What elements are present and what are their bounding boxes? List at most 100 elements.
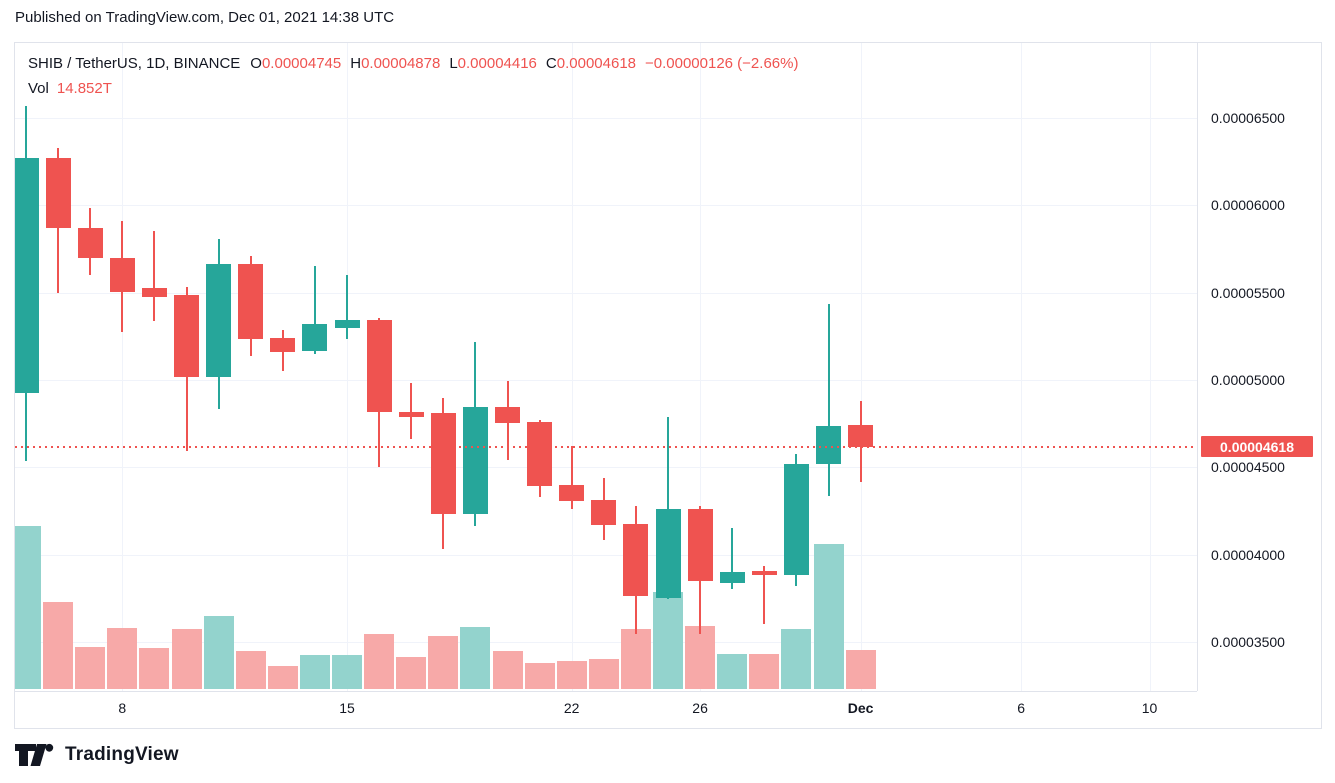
candle-body [751,571,777,576]
candle-body [15,158,39,394]
legend-line-1: SHIB / TetherUS, 1D, BINANCE O0.00004745 H… [28,51,798,76]
candle-body [848,424,874,447]
time-tick-label: 22 [563,700,580,716]
volume-bar [15,526,41,689]
volume-bar [813,544,844,689]
volume-bar [267,665,298,689]
volume-bar [653,592,683,689]
volume-bar [845,650,876,689]
published-bar: Published on TradingView.com, Dec 01, 20… [15,9,395,26]
volume-bar [139,648,170,689]
candle-body [591,500,617,526]
price-tick-label: 0.00005000 [1211,372,1285,389]
volume-bar [203,616,234,689]
candle-body [109,258,135,293]
volume-bar [107,628,138,689]
candle-wick [731,528,734,590]
ohlc-open: O0.00004745 [250,55,342,72]
current-price-line [15,445,1197,448]
footer: TradingView [15,743,179,767]
candle-body [559,485,585,502]
candle-body [398,412,424,418]
candle-body [206,264,232,378]
candle-body [687,509,713,582]
volume-bar [299,655,330,689]
gridline-vertical [860,43,862,691]
candle-wick [410,383,413,440]
legend-line-2: Vol 14.852T [28,76,798,101]
gridline-vertical [122,43,124,691]
candle-body [462,407,488,515]
volume-bar [749,654,780,689]
candle-wick [827,304,830,497]
candle-wick [667,417,669,600]
gridline-horizontal [15,118,1197,120]
gridline-vertical [571,43,573,691]
candle-body [141,288,167,298]
candle-body [495,407,520,424]
gridline-horizontal [15,205,1197,207]
volume-bar [75,647,106,689]
volume-bar [556,660,587,689]
price-pane[interactable] [15,43,1197,691]
volume-bar [620,629,651,689]
gridline-vertical [1149,43,1151,691]
candle-body [527,422,553,487]
time-tick-label: 6 [1017,700,1025,716]
time-tick-label: Dec [847,700,874,716]
tradingview-logo-icon[interactable] [15,743,54,767]
volume-bar [396,657,427,689]
volume-bar [428,636,459,689]
gridline-horizontal [15,554,1197,556]
volume-bar [524,663,555,689]
candle-body [334,320,360,329]
candle-wick [346,275,348,340]
gridline-horizontal [15,467,1197,469]
volume-bar [171,629,202,689]
price-tick-label: 0.00004000 [1211,546,1285,563]
volume-bar [685,626,716,689]
volume-bar [588,659,619,689]
candle-body [430,413,456,515]
chart-legend: SHIB / TetherUS, 1D, BINANCE O0.00004745 H… [28,51,798,101]
tradingview-brand[interactable]: TradingView [65,744,179,765]
volume-bar [460,627,491,689]
gridline-horizontal [15,642,1197,644]
volume-bar [43,602,74,689]
candle-body [816,426,841,465]
gridline-horizontal [15,292,1197,294]
volume-bar [781,629,812,689]
candle-body [302,324,328,352]
gridline-horizontal [15,380,1197,382]
time-axis[interactable]: 8 15 22 26 Dec 6 10 [15,691,1197,728]
candle-wick [763,566,766,625]
time-tick-label: 10 [1141,700,1158,716]
price-tick-label: 0.00006500 [1211,110,1285,127]
ohlc-high: H0.00004878 [350,55,441,72]
price-axis[interactable]: 0.00006500 0.00006000 0.00005500 0.00005000… [1197,43,1321,691]
change-value: −0.00000126 (−2.66%) [645,55,799,72]
symbol-title: SHIB / TetherUS, 1D, BINANCE [28,55,241,72]
time-tick-label: 8 [118,700,127,716]
gridline-vertical [1021,43,1023,691]
volume-bar [332,655,362,689]
gridline-vertical [347,43,348,691]
candle-body [174,295,199,378]
candle-body [623,524,649,597]
candle-wick [570,446,573,510]
candle-wick [313,266,316,355]
ohlc-close: C0.00004618 [545,55,636,72]
volume-bar [492,650,523,689]
candle-body [719,572,745,584]
price-tick-label: 0.00006000 [1211,197,1285,214]
gridline-vertical [700,43,702,691]
current-price-label: 0.00004618 [1201,436,1313,458]
price-tick-label: 0.00005500 [1211,284,1285,301]
candle-body [238,264,264,340]
ohlc-low: L0.00004416 [449,55,537,72]
candle-body [45,158,71,229]
time-tick-label: 26 [692,700,708,716]
time-tick-label: 15 [339,700,355,716]
volume-label: Vol [28,80,49,97]
